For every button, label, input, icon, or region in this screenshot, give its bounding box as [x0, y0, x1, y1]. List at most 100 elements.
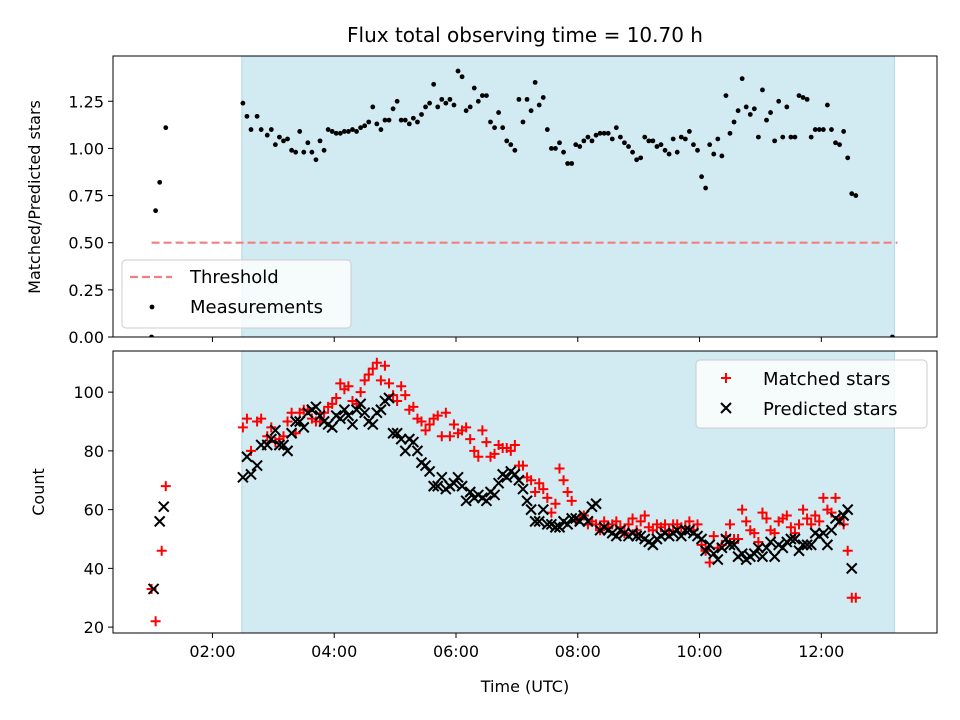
measurement-point — [157, 179, 163, 185]
measurement-point — [889, 334, 895, 337]
measurement-point — [812, 127, 818, 132]
measurement-point — [743, 104, 749, 110]
measurement-point — [853, 193, 859, 198]
matched-star-point — [546, 507, 557, 518]
measurement-point — [321, 147, 327, 153]
predicted-star-point — [610, 530, 623, 542]
matched-star-point — [798, 504, 809, 515]
measurement-point — [760, 87, 765, 93]
measurement-point — [841, 129, 847, 134]
legend-predicted-label: Predicted stars — [763, 399, 897, 420]
x-axis-label: Time (UTC) — [480, 677, 569, 696]
predicted-star-point — [277, 439, 290, 451]
measurement-point — [272, 142, 278, 148]
predicted-star-point — [338, 404, 351, 416]
measurement-point — [837, 142, 842, 148]
predicted-star-point — [310, 401, 322, 413]
measurement-point — [488, 119, 493, 125]
matched-star-point — [757, 507, 768, 518]
measurement-point — [686, 129, 692, 134]
matched-star-point — [379, 360, 390, 371]
measurement-point — [394, 98, 400, 104]
predicted-star-point — [549, 521, 562, 533]
measurement-point — [289, 147, 295, 153]
axes-frame — [112, 55, 938, 338]
matched-star-point — [444, 431, 455, 442]
measurement-point — [459, 74, 465, 80]
measurement-point — [622, 140, 627, 146]
measurement-point — [350, 127, 355, 132]
predicted-star-point — [533, 515, 545, 528]
legend-threshold-label: Threshold — [189, 267, 279, 288]
measurement-point — [650, 138, 656, 144]
measurement-point — [682, 136, 688, 142]
predicted-star-point — [821, 539, 834, 551]
measurement-point — [248, 127, 254, 132]
measurement-point — [772, 138, 778, 144]
figure-title: Flux total observing time = 10.70 h — [347, 23, 703, 47]
measurement-point — [475, 98, 481, 104]
measurement-point — [569, 161, 575, 166]
predicted-star-point — [837, 509, 850, 522]
measurement-point — [382, 117, 388, 123]
legend-matched-swatch — [721, 373, 731, 383]
measurement-point — [703, 185, 709, 191]
measurement-point — [816, 127, 822, 132]
measurement-point — [370, 104, 376, 110]
measurement-point — [329, 129, 335, 134]
matched-star-point — [440, 407, 451, 418]
y-tick-label: 0.50 — [68, 234, 104, 253]
predicted-star-point — [521, 495, 533, 507]
count-legend: Matched stars Predicted stars — [695, 359, 928, 429]
measurement-point — [524, 96, 530, 102]
measurement-point — [573, 142, 579, 148]
y-tick-label: 40 — [84, 559, 104, 578]
matched-star-point — [375, 375, 386, 386]
measurement-point — [264, 132, 270, 138]
y-tick-label: 1.25 — [68, 92, 104, 111]
measurement-point — [829, 127, 834, 132]
matched-star-point — [562, 487, 573, 497]
measurement-point — [492, 125, 497, 131]
measurement-point — [406, 121, 412, 127]
matched-star-point — [156, 545, 167, 556]
matched-star-point — [550, 498, 561, 509]
predicted-star-point — [752, 542, 765, 554]
measurement-point — [512, 147, 518, 153]
matched-star-point — [830, 492, 841, 503]
x-tick-label: 04:00 — [311, 642, 357, 661]
matched-star-point — [684, 516, 695, 527]
matched-star-point — [384, 378, 395, 389]
matched-star-point — [282, 416, 293, 427]
measurement-point — [654, 144, 660, 149]
measurement-point — [378, 127, 384, 132]
predicted-star-point — [492, 477, 505, 489]
measurement-point — [419, 112, 424, 117]
predicted-star-point — [671, 524, 683, 536]
measurement-point — [354, 129, 359, 134]
matched-star-point — [489, 448, 500, 459]
measurement-point — [504, 138, 510, 144]
measurement-point — [258, 127, 264, 132]
predicted-star-point — [797, 539, 809, 551]
predicted-star-point — [452, 471, 464, 484]
matched-star-point — [806, 519, 817, 530]
predicted-star-point — [517, 483, 529, 495]
y-tick-label: 100 — [73, 383, 104, 402]
matched-star-point — [246, 445, 257, 456]
measurement-point — [301, 149, 307, 155]
predicted-star-point — [326, 421, 338, 434]
measurement-point — [723, 93, 729, 99]
measurement-point — [735, 108, 741, 114]
predicted-star-point — [358, 406, 371, 419]
y-tick-label: 0.75 — [68, 187, 104, 206]
y-tick-label: 20 — [84, 618, 104, 637]
matched-star-point — [461, 422, 472, 433]
measurement-point — [313, 157, 319, 163]
predicted-star-point — [436, 471, 448, 484]
measurement-point — [528, 108, 534, 114]
measurement-point — [695, 147, 700, 153]
predicted-star-point — [350, 404, 363, 416]
matched-star-point — [150, 616, 161, 627]
matched-star-point — [396, 381, 407, 392]
